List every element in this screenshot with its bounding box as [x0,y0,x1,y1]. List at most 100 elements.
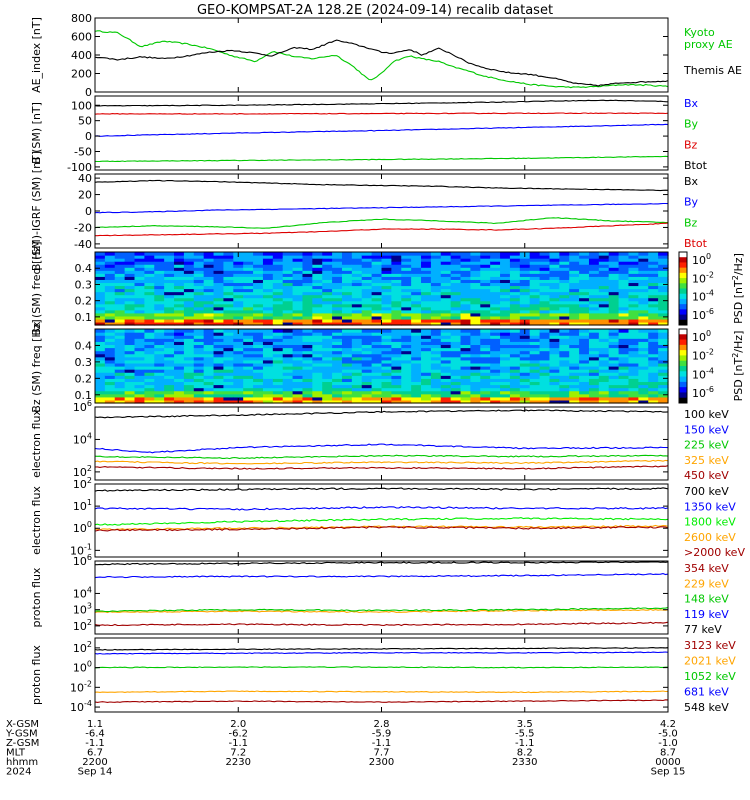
spectrogram-cell [341,366,353,370]
spectrogram-cell [253,312,264,317]
spectrogram-cell [351,338,363,342]
spectrogram-cell [213,362,225,367]
spectrogram-cell [262,306,274,311]
spectrogram-cell [243,350,254,355]
spectrogram-cell [539,378,551,383]
spectrogram-cell [618,276,630,280]
spectrogram-cell [203,282,215,287]
spectrogram-cell [391,279,402,284]
spectrogram-cell [460,353,472,358]
spectrogram-cell [203,285,215,290]
spectrogram-cell [332,350,343,355]
spectrogram-cell [618,329,630,333]
spectrogram-cell [233,258,244,262]
spectrogram-cell [430,338,442,342]
spectrogram-cell [193,369,205,373]
spectrogram-cell [549,372,560,376]
spectrogram-cell [312,347,323,352]
spectrogram-cell [559,387,570,392]
spectrogram-cell [598,285,610,290]
spectrogram-cell [490,350,501,355]
spectrogram-cell [391,384,402,389]
spectrogram-cell [183,312,195,317]
spectrogram-cell [332,381,343,386]
spectrogram-cell [302,264,313,268]
spectrogram-cell [322,270,333,274]
spectrogram-cell [302,344,313,349]
spectrogram-cell [114,362,126,367]
spectrogram-cell [253,261,264,265]
spectrogram-cell [292,300,304,305]
spectrogram-cell [144,356,155,361]
spectrogram-cell [470,381,481,386]
spectrogram-cell [608,267,620,271]
y-tick-label: 106 [73,399,92,414]
spectrogram-cell [460,294,472,299]
spectrogram-cell [509,309,521,314]
spectrogram-cell [302,303,313,308]
spectrogram-cell [519,384,531,389]
spectrogram-cell [588,332,600,336]
spectrogram-cell [638,267,649,271]
spectrogram-cell [411,294,422,299]
spectrogram-cell [579,390,590,395]
spectrogram-cell [381,375,392,379]
spectrogram-cell [95,372,106,376]
y-tick-label: 102 [73,464,92,479]
spectrogram-cell [332,329,343,333]
spectrogram-cell [559,309,570,314]
spectrogram-cell [95,329,106,333]
spectrogram-cell [638,264,649,268]
spectrogram-cell [401,356,412,361]
spectrogram-cell [351,381,363,386]
spectrogram-cell [450,359,462,364]
spectrogram-cell [292,276,304,280]
spectrogram-cell [282,270,294,274]
colorbar-swatch [679,309,687,316]
spectrogram-cell [648,390,659,395]
spectrogram-cell [371,252,383,256]
spectrogram-cell [312,369,323,373]
spectrogram-cell [588,347,600,352]
spectrogram-cell [95,267,106,271]
spectrogram-cell [164,276,175,280]
spectrogram-cell [391,291,402,296]
spectrogram-cell [608,264,620,268]
spectrogram-cell [509,321,521,326]
spectrogram-cell [124,350,136,355]
spectrogram-cell [618,285,630,290]
spectrogram-cell [450,366,462,370]
spectrogram-cell [500,375,511,379]
spectrogram-cell [450,312,462,317]
spectrogram-cell [371,312,383,317]
spectrogram-cell [549,332,560,336]
spectrogram-cell [253,294,264,299]
spectrogram-cell [648,341,659,346]
spectrogram-cell [292,252,304,256]
spectrogram-cell [351,344,363,349]
spectrogram-cell [134,273,145,277]
spectrogram-cell [628,341,639,346]
spectrogram-cell [588,261,600,265]
spectrogram-cell [203,369,215,373]
spectrogram-cell [509,276,521,280]
spectrogram-cell [322,309,333,314]
spectrogram-cell [292,378,304,383]
spectrogram-cell [411,396,422,401]
spectrogram-cell [519,350,531,355]
spectrogram-cell [322,288,333,293]
spectrogram-cell [549,306,560,311]
spectrogram-cell [638,315,649,320]
spectrogram-cell [658,366,669,370]
x-axis-tick-label: -5.5 [515,729,535,740]
spectrogram-cell [618,306,630,311]
legend-label: 354 keV [684,562,729,575]
spectrogram-cell [579,315,590,320]
colorbar-frame [678,328,688,404]
spectrogram-cell [480,353,491,358]
spectrogram-cell [638,338,649,342]
spectrogram-cell [500,288,511,293]
spectrogram-cell [341,294,353,299]
spectrogram-cell [430,378,442,383]
